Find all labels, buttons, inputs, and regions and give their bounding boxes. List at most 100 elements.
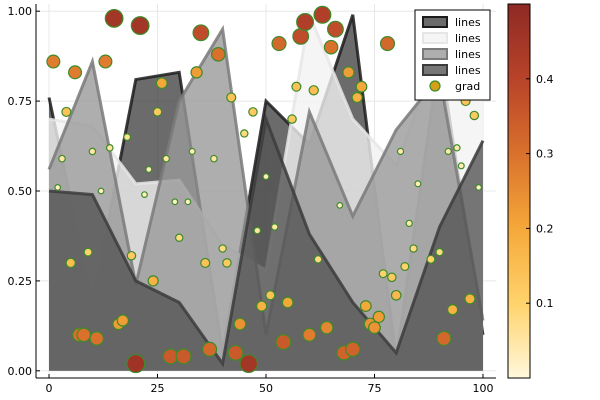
series-line (48, 113, 485, 368)
scatter-point (444, 147, 452, 156)
scatter-point (372, 310, 386, 324)
scatter-point (379, 35, 396, 52)
scatter-point (162, 154, 170, 163)
colorbar-tick-label: 0.4 (536, 73, 554, 86)
scatter-point (54, 184, 62, 191)
scatter-point (126, 354, 146, 374)
scatter-point (359, 300, 372, 312)
scatter-point (104, 8, 124, 28)
scatter-point (342, 66, 355, 79)
scatter-point (387, 272, 397, 283)
scatter-point (296, 13, 315, 31)
scatter-point (323, 39, 339, 55)
scatter-point (414, 180, 422, 188)
scatter-point (65, 257, 76, 269)
colorbar-tick-label: 0.2 (536, 222, 554, 235)
scatter-point (270, 223, 279, 231)
scatter-point (426, 254, 436, 264)
scatter-point (116, 314, 129, 327)
y-tick-label: 0.00 (8, 365, 33, 378)
scatter-point (464, 293, 476, 305)
scatter-point (130, 16, 150, 35)
scatter-point (436, 330, 452, 347)
y-tick-label: 0.75 (8, 95, 33, 108)
scatter-point (453, 144, 461, 152)
legend-label: lines (455, 16, 481, 29)
y-tick-label: 0.25 (8, 275, 33, 288)
scatter-point (271, 35, 287, 52)
scatter-point (76, 327, 92, 343)
scatter-point (253, 226, 262, 235)
scatter-point (226, 92, 237, 103)
scatter-point (141, 191, 148, 198)
scatter-point (147, 275, 159, 287)
x-tick-label: 75 (367, 382, 381, 395)
scatter-point (313, 5, 332, 24)
scatter-point (218, 244, 227, 253)
x-tick-label: 50 (259, 382, 273, 395)
legend-label: lines (455, 64, 481, 77)
scatter-point (378, 269, 388, 279)
scatter-point (222, 258, 232, 268)
scatter-point (126, 250, 137, 261)
scatter-point (174, 233, 184, 242)
scatter-point (210, 47, 226, 62)
scatter-point (291, 81, 302, 92)
scatter-point (336, 202, 344, 209)
scatter-point (105, 144, 114, 152)
scatter-point (171, 198, 179, 206)
colorbar: 0.1 0.2 0.3 0.4 (507, 3, 554, 379)
scatter-point (188, 147, 196, 155)
legend-entry: grad (429, 80, 480, 93)
scatter-series (46, 5, 483, 374)
scatter-point (313, 255, 323, 264)
scatter-point (58, 154, 66, 163)
legend-label: grad (455, 80, 480, 93)
scatter-point (83, 247, 93, 257)
scatter-point (184, 198, 192, 206)
scatter-point (227, 344, 244, 361)
scatter-point (281, 296, 294, 309)
scatter-point (46, 54, 61, 69)
scatter-point (256, 300, 268, 312)
scatter-point (61, 106, 72, 117)
scatter-point (240, 129, 249, 138)
scatter-point (97, 187, 105, 195)
legend-entry: lines (422, 16, 481, 29)
scatter-point (292, 27, 310, 45)
colorbar-tick-label: 0.1 (536, 297, 554, 310)
series-lines-4 (48, 113, 485, 371)
axes: 0 25 50 75 100 0.00 0.25 0.50 0.75 1.00 (8, 4, 496, 395)
scatter-point (248, 107, 258, 117)
scatter-point (287, 114, 297, 124)
scatter-point (327, 20, 344, 38)
x-tick-label: 25 (151, 382, 165, 395)
x-tick-label: 100 (472, 382, 493, 395)
scatter-point (446, 304, 459, 316)
scatter-point (409, 244, 418, 253)
y-tick-label: 0.50 (8, 185, 33, 198)
scatter-point (233, 317, 247, 331)
scatter-point (400, 262, 410, 272)
series-area (49, 119, 483, 371)
scatter-point (200, 257, 211, 268)
scatter-point (89, 331, 105, 346)
scatter-point (351, 91, 363, 104)
legend-swatch (422, 32, 448, 44)
scatter-point (175, 348, 192, 365)
legend-label: lines (455, 32, 481, 45)
scatter-point (265, 290, 276, 301)
scatter-point (457, 162, 465, 170)
scatter-point (390, 289, 402, 301)
scatter-point (320, 320, 334, 335)
x-tick-label: 0 (46, 382, 53, 395)
scatter-point (262, 173, 270, 181)
scatter-point (190, 66, 203, 79)
y-tick-label: 1.00 (8, 5, 33, 18)
scatter-point (192, 24, 210, 42)
legend-label: lines (455, 48, 481, 61)
scatter-point (155, 77, 168, 90)
legend-swatch (422, 16, 448, 28)
scatter-point (355, 80, 368, 93)
